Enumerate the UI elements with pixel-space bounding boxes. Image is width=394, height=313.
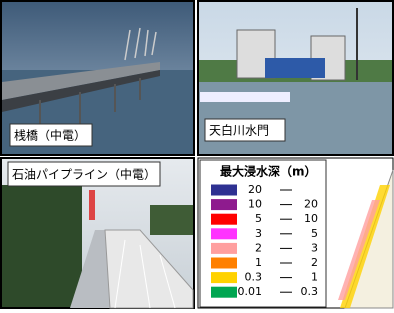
legend-swatch (211, 228, 237, 239)
legend-swatch (211, 185, 237, 196)
legend-from: 0.3 (245, 271, 263, 284)
legend-to: 2 (311, 256, 318, 269)
photo-caption: 天白川水門 (209, 123, 269, 138)
legend-to: 1 (311, 271, 318, 284)
legend-swatch (211, 199, 237, 210)
page: 桟橋（中電）天白川水門石油パイプライン（中電）最大浸水深（m）201020510… (0, 0, 394, 313)
legend-to: 0.3 (301, 285, 319, 298)
legend-from: 2 (255, 241, 262, 254)
legend-title: 最大浸水深（m） (220, 164, 317, 179)
legend-swatch (211, 287, 237, 298)
photo-caption: 石油パイプライン（中電） (12, 167, 156, 182)
legend-swatch (211, 272, 237, 283)
legend-from: 10 (248, 198, 262, 211)
legend-from: 1 (255, 256, 262, 269)
legend-swatch (211, 214, 237, 225)
legend-from: 5 (255, 212, 262, 225)
legend-to: 5 (311, 227, 318, 240)
collage: 桟橋（中電）天白川水門石油パイプライン（中電）最大浸水深（m）201020510… (0, 0, 394, 309)
legend-to: 10 (304, 212, 318, 225)
legend-from: 0.01 (238, 285, 263, 298)
legend-to: 3 (311, 241, 318, 254)
legend-from: 20 (248, 183, 262, 196)
legend-swatch (211, 258, 237, 269)
photo-caption: 桟橋（中電） (14, 128, 86, 143)
legend-swatch (211, 243, 237, 254)
legend-from: 3 (255, 227, 262, 240)
legend-to: 20 (304, 198, 318, 211)
